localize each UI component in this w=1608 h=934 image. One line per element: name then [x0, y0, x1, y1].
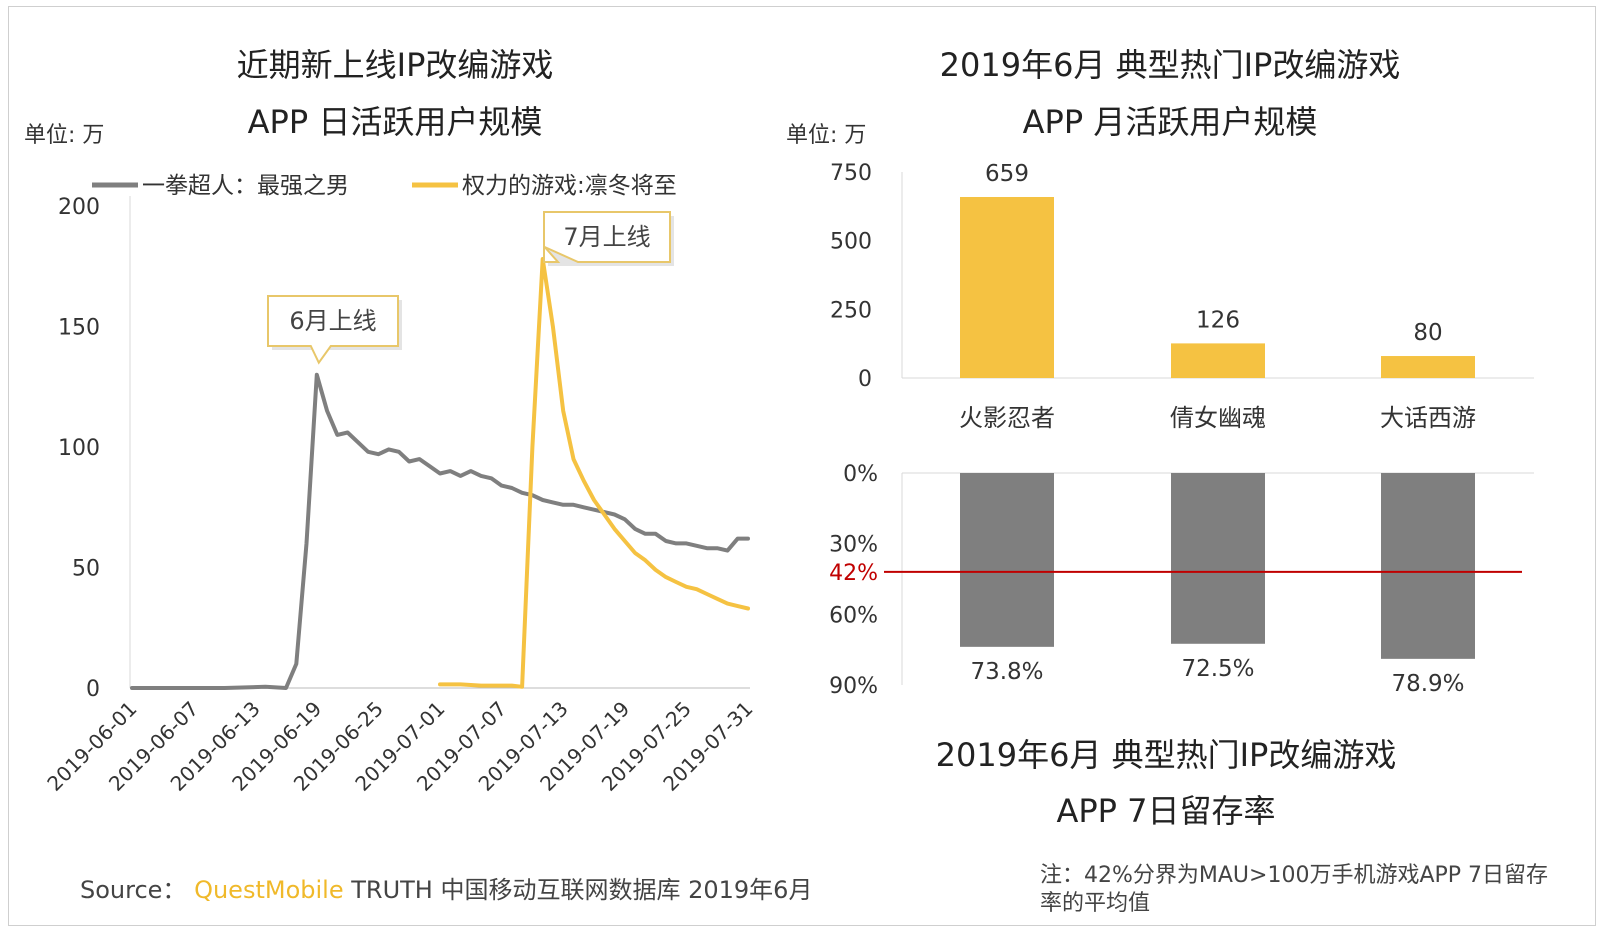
line-chart-title: 近期新上线IP改编游戏: [237, 46, 554, 84]
retention-bar-chart: 2019年6月 典型热门IP改编游戏 APP 7日留存率 0% 30% 60% 90% 73…: [829, 462, 1534, 830]
mau-chart-title: 2019年6月 典型热门IP改编游戏: [940, 46, 1401, 84]
retention-y-tick-label: 90%: [829, 674, 878, 699]
source-line: Source： QuestMobile TRUTH 中国移动互联网数据库 201…: [80, 870, 812, 905]
mau-y-tick-label: 500: [830, 230, 872, 255]
mau-y-tick-label: 0: [858, 367, 872, 392]
legend-label: 权力的游戏:凛冬将至: [462, 173, 677, 199]
retention-value-label: 78.9%: [1391, 671, 1464, 697]
footnote: 注：42%分界为MAU>100万手机游戏APP 7日留存率的平均值: [1040, 863, 1549, 916]
chart-frame: [8, 6, 1596, 926]
line-chart-subtitle: APP 日活跃用户规模: [248, 103, 543, 141]
callout-label: 6月上线: [289, 307, 376, 335]
series-line: [130, 372, 750, 690]
mau-category-label: 大话西游: [1380, 404, 1476, 432]
retention-y-tick-label: 60%: [829, 603, 878, 628]
mau-bar: [1171, 343, 1265, 378]
legend-label: 一拳超人：最强之男: [142, 173, 349, 199]
source-prefix: Source：: [80, 876, 187, 904]
callout-box: [267, 295, 399, 365]
mau-category-label: 倩女幽魂: [1170, 404, 1266, 432]
source-rest: TRUTH 中国移动互联网数据库 2019年6月: [351, 876, 813, 904]
retention-bar: [1381, 473, 1475, 659]
retention-chart-subtitle: APP 7日留存率: [1056, 792, 1275, 830]
y-tick-label: 150: [58, 316, 100, 341]
mau-category-label: 火影忍者: [959, 404, 1055, 432]
line-chart-unit: 单位: 万: [24, 123, 104, 148]
mau-bar: [1381, 356, 1475, 378]
retention-chart-title: 2019年6月 典型热门IP改编游戏: [936, 736, 1397, 774]
mau-bar: [960, 196, 1054, 378]
y-tick-label: 100: [58, 436, 100, 461]
retention-value-label: 73.8%: [970, 659, 1043, 685]
retention-bar: [960, 473, 1054, 647]
mau-chart-subtitle: APP 月活跃用户规模: [1023, 103, 1318, 141]
callout-box: [543, 211, 671, 263]
callout-label: 7月上线: [563, 223, 650, 251]
mau-bar-value-label: 126: [1196, 307, 1240, 333]
series-line: [438, 257, 750, 689]
y-tick-label: 0: [86, 677, 100, 702]
retention-y-tick-label: 30%: [829, 533, 878, 558]
reference-line-label: 42%: [829, 561, 878, 586]
retention-bar: [1171, 473, 1265, 644]
mau-bar-value-label: 80: [1413, 320, 1442, 346]
mau-chart-unit: 单位: 万: [786, 123, 866, 148]
source-brand: QuestMobile: [194, 876, 344, 904]
mau-y-tick-label: 750: [830, 161, 872, 186]
y-tick-label: 50: [72, 557, 100, 582]
retention-y-tick-label: 0%: [843, 462, 878, 487]
retention-value-label: 72.5%: [1181, 656, 1254, 682]
y-tick-label: 200: [58, 195, 100, 220]
mau-y-tick-label: 250: [830, 298, 872, 323]
mau-bar-value-label: 659: [985, 161, 1029, 187]
